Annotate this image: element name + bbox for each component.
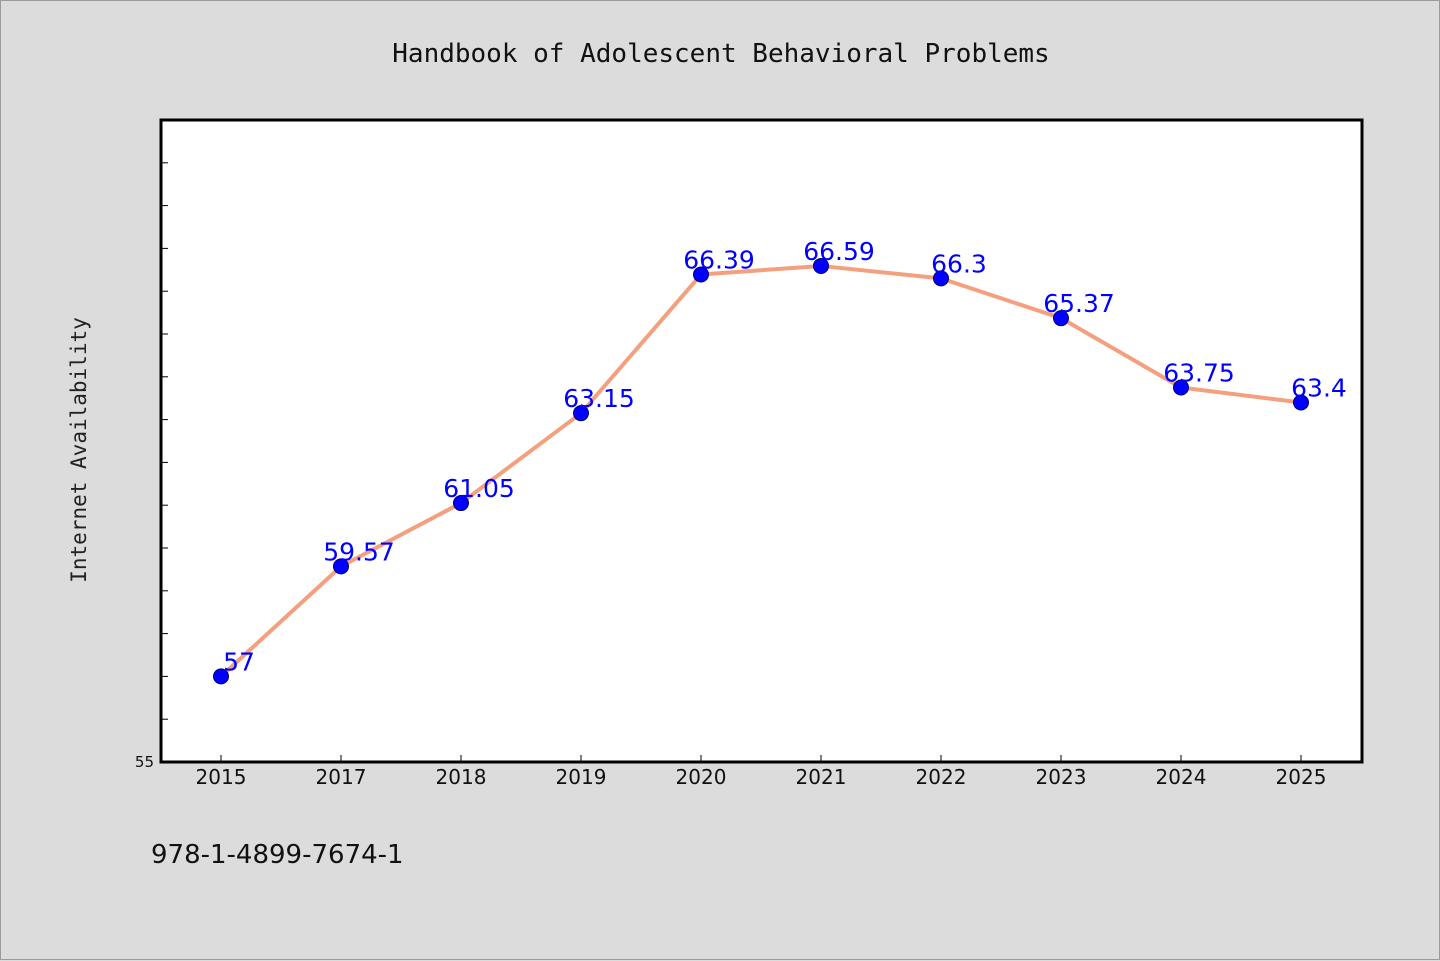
x-tick-label: 2015 [196, 765, 247, 789]
data-point [1293, 394, 1309, 411]
x-tick-label: 2021 [796, 765, 847, 789]
x-tick-label: 2020 [676, 765, 727, 789]
data-point [1053, 310, 1069, 327]
data-label: 59.57 [323, 537, 395, 566]
data-label: 66.39 [683, 246, 755, 275]
x-tick-label: 2022 [916, 765, 967, 789]
data-point [813, 257, 829, 274]
data-label: 57 [223, 647, 255, 676]
series-layer: 57 59.57 61.05 63.15 66.39 66.59 66.3 65.37 63.7… [213, 237, 1347, 685]
isbn-text: 978-1-4899-7674-1 [151, 840, 404, 870]
y-axis-label-group: Internet Availability [67, 317, 91, 583]
plot-area [159, 118, 1364, 764]
data-label: 66.59 [803, 237, 875, 266]
x-tick-label: 2024 [1156, 765, 1207, 789]
x-axis-ticks: 2015 2017 2018 2019 2020 2021 2022 2023 2024 2025 [196, 755, 1327, 789]
data-point [693, 266, 709, 283]
chart-title: Handbook of Adolescent Behavioral Proble… [392, 39, 1049, 69]
data-label: 66.3 [931, 249, 987, 278]
data-label: 63.75 [1163, 359, 1235, 388]
data-label: 61.05 [443, 474, 515, 503]
y-axis-label: Internet Availability [67, 317, 91, 583]
x-tick-label: 2018 [436, 765, 487, 789]
data-point [1173, 379, 1189, 396]
data-label: 63.4 [1291, 373, 1347, 402]
data-point [213, 668, 229, 685]
x-tick-label: 2019 [556, 765, 607, 789]
data-point [573, 405, 589, 422]
x-tick-label: 2025 [1276, 765, 1327, 789]
series-line [219, 263, 1303, 679]
y-axis-ticks: 55 [135, 162, 168, 771]
y-tick-label: 55 [135, 753, 154, 771]
x-tick-label: 2023 [1036, 765, 1087, 789]
data-point [333, 558, 349, 575]
data-point [933, 270, 949, 287]
data-label: 65.37 [1043, 289, 1115, 318]
data-label: 63.15 [563, 384, 635, 413]
x-tick-label: 2017 [316, 765, 367, 789]
data-point [453, 495, 469, 512]
